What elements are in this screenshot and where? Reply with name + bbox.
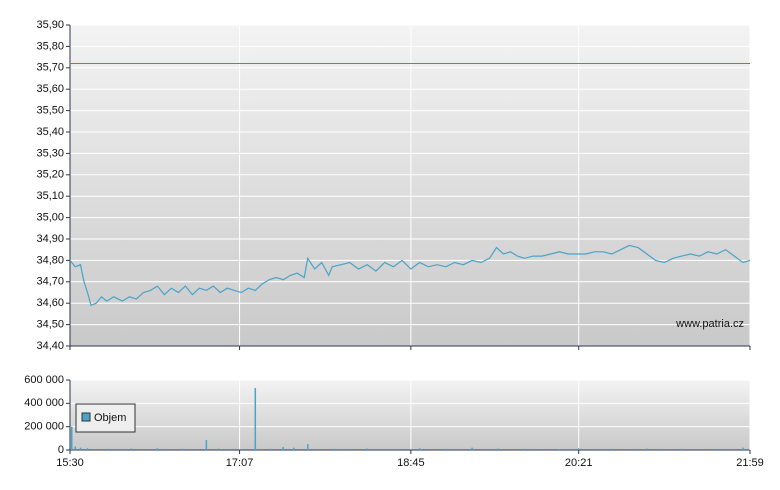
y-tick-label: 34,60 (36, 297, 64, 309)
volume-bar (558, 449, 561, 450)
y-tick-label: 600 000 (24, 374, 64, 386)
y-tick-label: 35,00 (36, 212, 64, 224)
volume-bar (306, 444, 309, 450)
volume-bar (366, 448, 368, 450)
y-tick-label: 35,90 (36, 19, 64, 31)
volume-bar (270, 448, 272, 450)
volume-bar (497, 448, 500, 450)
y-tick-label: 35,60 (36, 83, 64, 95)
volume-bar (646, 448, 648, 450)
volume-bar (107, 448, 110, 450)
y-tick-label: 35,70 (36, 62, 64, 74)
volume-bar (79, 447, 82, 450)
volume-bar (418, 448, 421, 450)
volume-bar (577, 448, 580, 450)
volume-bar (70, 426, 73, 450)
x-tick-label: 18:45 (397, 457, 425, 469)
y-tick-label: 35,80 (36, 40, 64, 52)
legend-label: Objem (94, 412, 126, 424)
volume-bar (254, 388, 257, 450)
volume-bar (282, 447, 285, 450)
volume-bar (681, 448, 683, 450)
y-tick-label: 34,40 (36, 340, 64, 352)
volume-bar (205, 439, 208, 450)
y-tick-label: 34,70 (36, 276, 64, 288)
volume-bar (156, 448, 159, 450)
volume-bar (716, 448, 718, 450)
y-tick-label: 34,50 (36, 319, 64, 331)
y-tick-label: 34,90 (36, 233, 64, 245)
y-tick-label: 34,80 (36, 254, 64, 266)
y-tick-label: 35,50 (36, 105, 64, 117)
x-tick-label: 21:59 (736, 457, 764, 469)
volume-bar (471, 447, 473, 450)
volume-bar (217, 448, 220, 450)
y-tick-label: 35,20 (36, 169, 64, 181)
volume-bar (130, 448, 132, 450)
volume-bar (86, 448, 89, 450)
volume-bar (742, 447, 744, 450)
y-tick-label: 35,40 (36, 126, 64, 138)
volume-bar (334, 448, 337, 450)
x-tick-label: 20:21 (565, 457, 593, 469)
watermark: www.patria.cz (675, 318, 744, 330)
plot-area (70, 25, 750, 346)
volume-bar (182, 448, 185, 450)
y-tick-label: 0 (58, 444, 64, 456)
volume-bar (74, 446, 76, 450)
x-tick-label: 17:07 (226, 457, 254, 469)
volume-bar (293, 447, 295, 450)
price-line (69, 244, 751, 307)
y-tick-label: 400 000 (24, 397, 64, 409)
y-tick-label: 200 000 (24, 421, 64, 433)
plot-area (70, 380, 750, 450)
volume-bar (445, 448, 447, 450)
y-tick-label: 35,30 (36, 147, 64, 159)
x-tick-label: 15:30 (56, 457, 84, 469)
legend-box (75, 403, 136, 433)
legend-swatch (81, 412, 91, 422)
volume-bar (523, 448, 526, 450)
y-tick-label: 35,10 (36, 190, 64, 202)
volume-bar (611, 448, 613, 450)
